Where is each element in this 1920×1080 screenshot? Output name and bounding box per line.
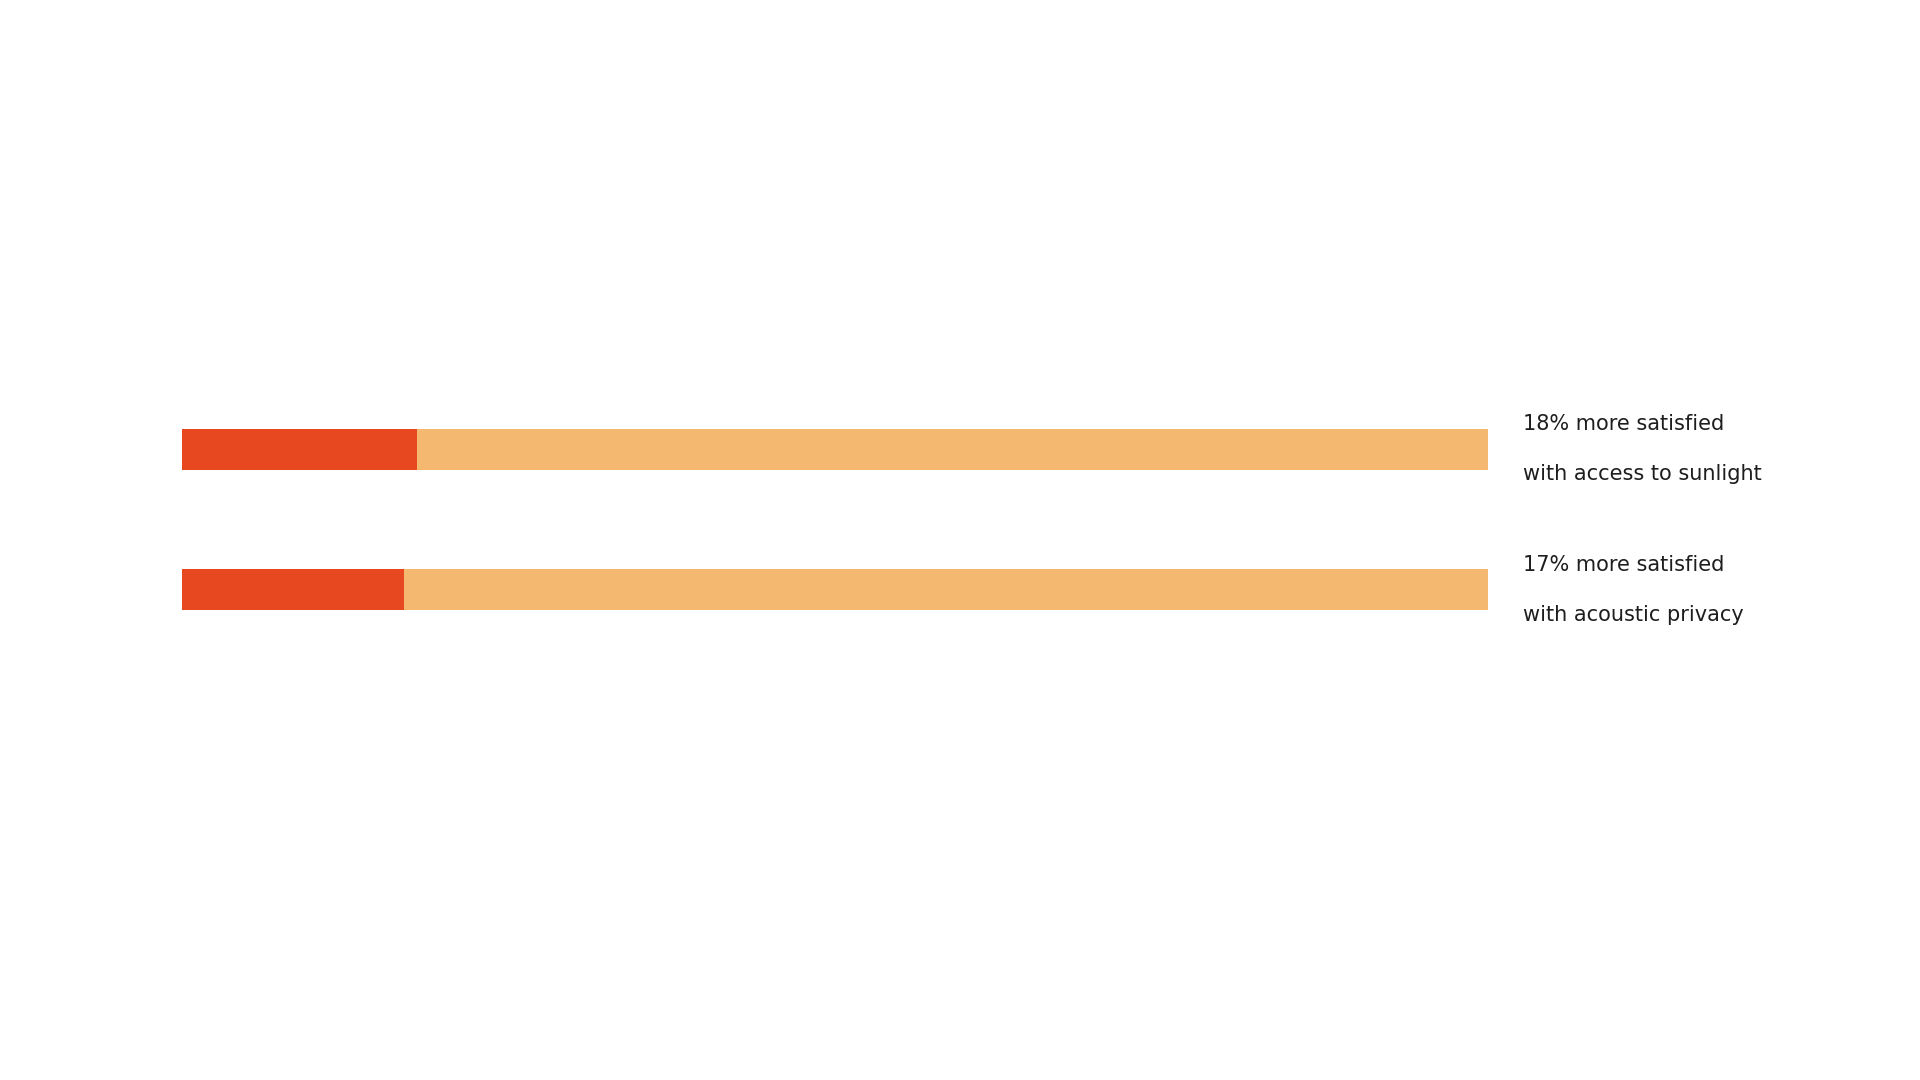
Bar <box>182 569 405 610</box>
Bar <box>405 569 1488 610</box>
Bar <box>417 429 1488 470</box>
Bar <box>182 429 417 470</box>
Text: 17% more satisfied: 17% more satisfied <box>1523 555 1724 575</box>
Text: with access to sunlight: with access to sunlight <box>1523 464 1761 484</box>
Text: 18% more satisfied: 18% more satisfied <box>1523 415 1724 434</box>
Text: with acoustic privacy: with acoustic privacy <box>1523 605 1743 624</box>
